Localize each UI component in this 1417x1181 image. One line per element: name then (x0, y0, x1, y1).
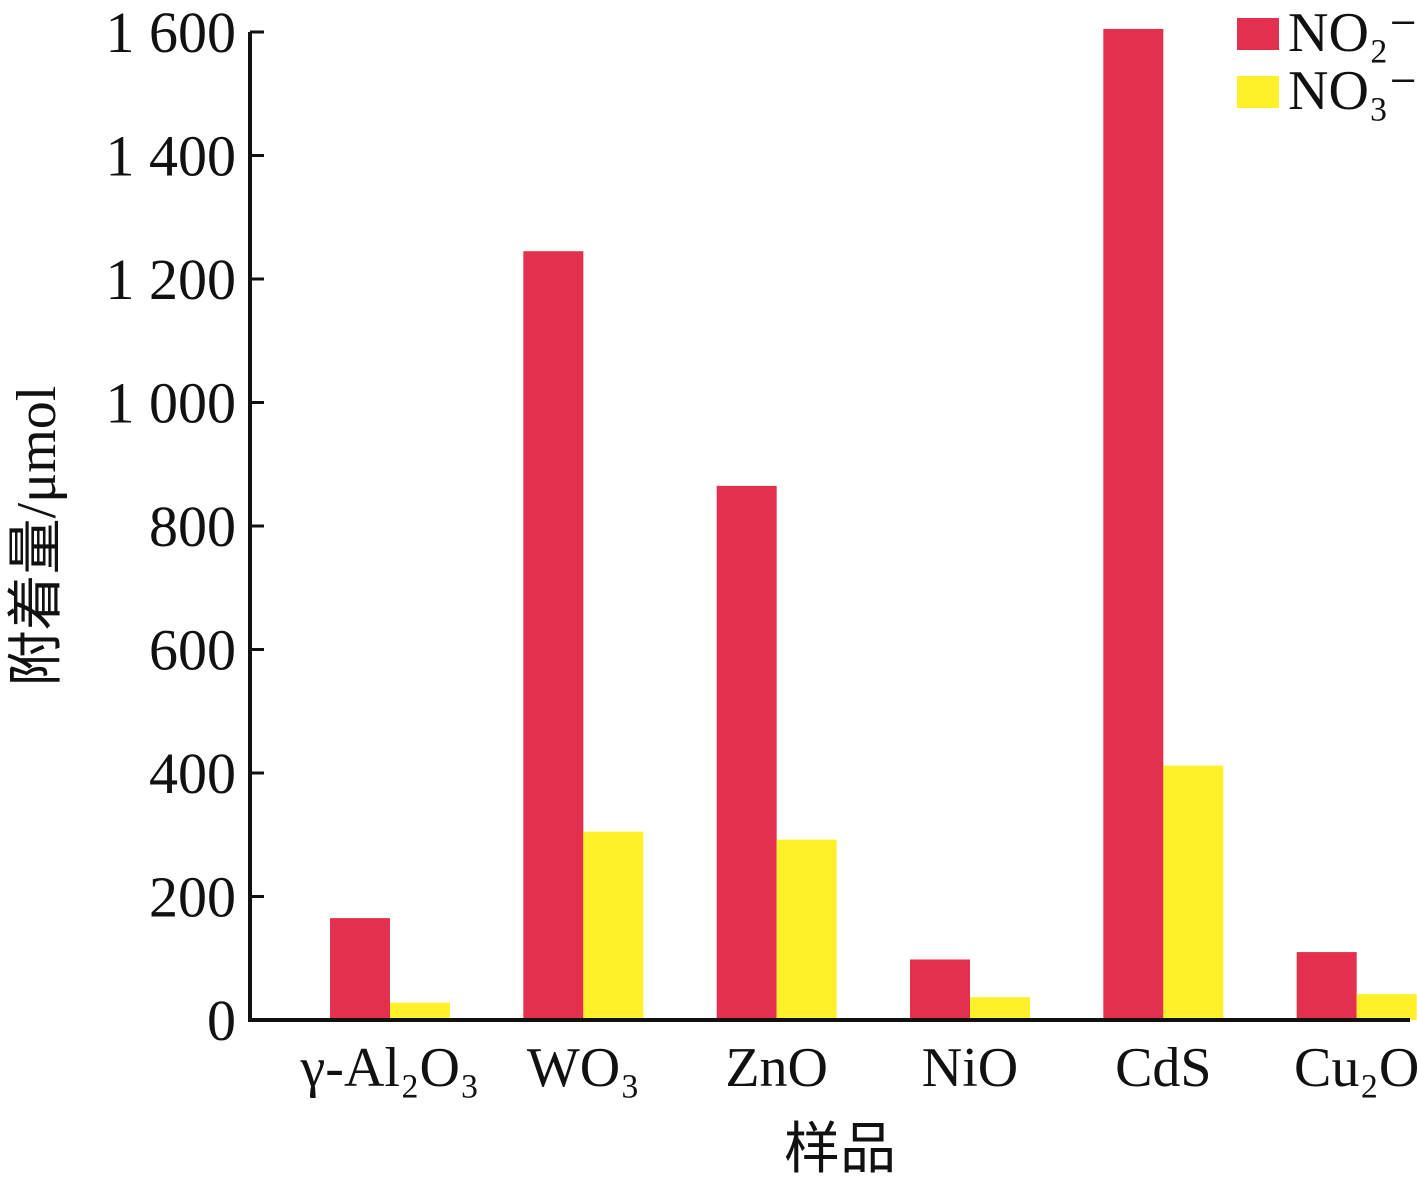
y-tick-label: 1 400 (106, 124, 237, 189)
x-category-label: NiO (922, 1037, 1018, 1099)
y-axis-title: 附着量/μmol (6, 386, 68, 687)
bar-no2 (1296, 952, 1357, 1020)
y-tick-label: 400 (149, 741, 236, 806)
bar-no3 (776, 839, 837, 1020)
x-category-label: WO₃ (527, 1037, 640, 1099)
y-tick-label: 800 (149, 494, 236, 559)
legend-swatch (1237, 76, 1279, 108)
x-axis-categories: γ-Al₂O₃ WO₃ ZnO NiO CdS Cu₂O (300, 1037, 1417, 1099)
y-tick-label: 1 000 (106, 371, 237, 436)
y-axis-ticks: 0 200 400 600 800 1 000 1 200 1 400 1 600 (106, 0, 264, 1053)
bar-no2 (910, 959, 970, 1020)
legend-swatch (1237, 18, 1279, 50)
bar-no2 (330, 918, 390, 1020)
bar-no3 (390, 1002, 450, 1020)
y-tick-label: 1 200 (106, 247, 237, 312)
legend-label: NO₃⁻ (1288, 60, 1417, 122)
y-tick-label: 600 (149, 618, 236, 683)
bar-no2 (523, 251, 584, 1020)
x-category-label: γ-Al₂O₃ (300, 1037, 480, 1099)
legend-label: NO₂⁻ (1288, 2, 1417, 64)
bar-no3 (1163, 765, 1224, 1020)
bar-no3 (1356, 994, 1417, 1020)
x-axis-title: 样品 (784, 1119, 896, 1181)
bar-no2 (716, 485, 777, 1020)
bar-no3 (583, 831, 644, 1020)
x-category-label: Cu₂O (1294, 1037, 1417, 1099)
x-category-label: CdS (1115, 1037, 1212, 1099)
bars-layer (330, 28, 1417, 1021)
legend: NO₂⁻NO₃⁻ (1237, 2, 1417, 122)
bar-no2 (1103, 28, 1164, 1021)
y-tick-label: 0 (207, 988, 236, 1053)
bar-no3 (970, 997, 1030, 1020)
x-category-label: ZnO (725, 1037, 828, 1099)
y-tick-label: 1 600 (106, 0, 237, 65)
y-tick-label: 200 (149, 865, 236, 930)
